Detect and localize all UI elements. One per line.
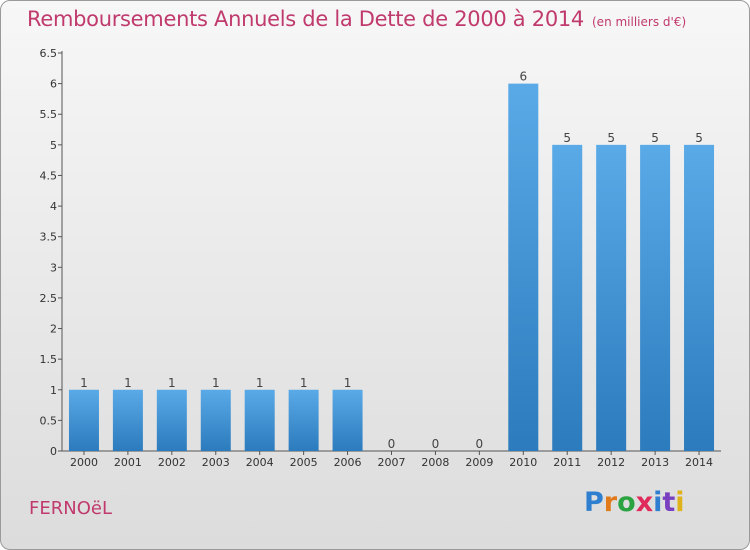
data-label: 1 (256, 376, 264, 390)
x-tick-label: 2008 (421, 456, 449, 469)
y-tick-label: 4.5 (40, 169, 58, 182)
x-tick-label: 2009 (465, 456, 493, 469)
x-tick-label: 2002 (158, 456, 186, 469)
data-label: 5 (651, 131, 659, 145)
data-label: 0 (432, 437, 440, 451)
data-label: 1 (124, 376, 132, 390)
y-tick-label: 1.5 (40, 353, 58, 366)
x-tick-label: 2013 (641, 456, 669, 469)
y-tick-label: 5 (50, 139, 57, 152)
y-tick-label: 2 (50, 323, 57, 336)
y-tick-label: 1 (50, 384, 57, 397)
chart-title: Remboursements Annuels de la Dette de 20… (27, 7, 686, 31)
bar-2013 (640, 144, 671, 451)
data-label: 1 (300, 376, 308, 390)
bar-2001 (112, 389, 143, 451)
logo-letter: x (635, 487, 654, 518)
data-label: 1 (344, 376, 352, 390)
logo-letter: i (653, 487, 663, 518)
data-label: 0 (388, 437, 396, 451)
x-tick-label: 2007 (378, 456, 406, 469)
x-tick-label: 2014 (685, 456, 713, 469)
commune-name: FERNOëL (29, 498, 112, 519)
data-label: 5 (607, 131, 615, 145)
bar-2006 (332, 389, 363, 451)
bar-2002 (156, 389, 187, 451)
bar-2005 (288, 389, 319, 451)
y-tick-label: 0.5 (40, 414, 58, 427)
data-label: 1 (80, 376, 88, 390)
logo-letter: i (675, 487, 685, 518)
x-tick-label: 2010 (509, 456, 537, 469)
proxiti-logo: Proxiti (584, 487, 685, 518)
bar-2010 (508, 83, 539, 451)
y-tick-label: 2.5 (40, 292, 58, 305)
y-tick-label: 5.5 (40, 108, 58, 121)
y-tick-label: 0 (50, 445, 57, 458)
unit-label: (en milliers d'€) (592, 15, 687, 29)
x-tick-label: 2003 (202, 456, 230, 469)
data-label: 5 (563, 131, 571, 145)
x-tick-label: 2012 (597, 456, 625, 469)
data-label: 1 (212, 376, 220, 390)
x-tick-label: 2000 (70, 456, 98, 469)
data-label: 1 (168, 376, 176, 390)
title-text: Remboursements Annuels de la Dette de 20… (27, 7, 584, 31)
x-tick-label: 2011 (553, 456, 581, 469)
logo-letter: o (617, 487, 636, 518)
logo-letter: P (584, 487, 604, 518)
bar-2011 (552, 144, 583, 451)
logo-letter: t (662, 487, 676, 518)
y-tick-label: 4 (50, 200, 57, 213)
bar-2000 (68, 389, 99, 451)
y-tick-label: 3 (50, 261, 57, 274)
data-label: 5 (695, 131, 703, 145)
bar-2003 (200, 389, 231, 451)
data-label: 0 (476, 437, 484, 451)
x-tick-label: 2001 (114, 456, 142, 469)
x-tick-label: 2004 (246, 456, 274, 469)
y-tick-label: 6.5 (40, 47, 58, 60)
logo-letter: r (603, 487, 618, 518)
bar-2004 (244, 389, 275, 451)
x-tick-label: 2005 (290, 456, 318, 469)
data-label: 6 (519, 70, 527, 84)
y-tick-label: 3.5 (40, 231, 58, 244)
bar-2012 (596, 144, 627, 451)
bar-2014 (684, 144, 715, 451)
y-tick-label: 6 (50, 78, 57, 91)
x-tick-label: 2006 (334, 456, 362, 469)
